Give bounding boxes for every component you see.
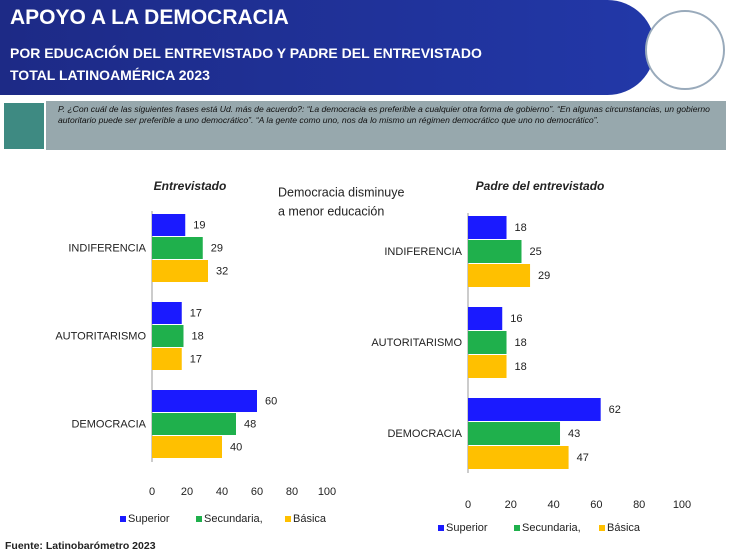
data-label: 47 [577, 452, 589, 464]
legend-label: Secundaria, [522, 522, 581, 534]
bar [152, 237, 203, 259]
data-label: 18 [515, 361, 527, 373]
category-label: AUTORITARISMO [55, 330, 146, 342]
bar [152, 214, 186, 236]
bar [468, 355, 507, 378]
data-label: 18 [515, 222, 527, 234]
data-label: 48 [244, 418, 256, 430]
data-label: 62 [609, 404, 621, 416]
annotation: Democracia disminuye [278, 185, 404, 199]
category-label: AUTORITARISMO [371, 337, 462, 349]
data-label: 40 [230, 441, 242, 453]
legend-swatch [599, 525, 605, 531]
bar [468, 331, 507, 354]
legend-label: Básica [293, 513, 327, 525]
x-tick-label: 80 [286, 486, 298, 498]
data-label: 25 [530, 246, 542, 258]
bar [152, 390, 257, 412]
x-tick-label: 80 [633, 499, 645, 511]
data-label: 60 [265, 395, 277, 407]
question: P. ¿Con cuál de las siguientes frases es… [58, 104, 710, 125]
bar [468, 446, 569, 469]
legend-swatch [438, 525, 444, 531]
legend-swatch [285, 516, 291, 522]
x-tick-label: 20 [181, 486, 193, 498]
x-tick-label: 60 [251, 486, 263, 498]
x-tick-label: 0 [149, 486, 155, 498]
header-band [0, 0, 655, 95]
chart-title: Padre del entrevistado [476, 179, 605, 193]
category-label: INDIFERENCIA [384, 246, 462, 258]
data-label: 18 [515, 337, 527, 349]
data-label: 29 [211, 242, 223, 254]
question-box [46, 101, 726, 150]
data-label: 17 [190, 307, 202, 319]
bar [152, 325, 184, 347]
x-tick-label: 100 [318, 486, 336, 498]
bar [468, 240, 522, 263]
category-label: DEMOCRACIA [71, 418, 146, 430]
logo [645, 10, 725, 90]
subtitle: TOTAL LATINOAMÉRICA 2023 [10, 67, 210, 83]
bar [152, 260, 208, 282]
data-label: 43 [568, 428, 580, 440]
data-label: 29 [538, 270, 550, 282]
legend-swatch [514, 525, 520, 531]
x-tick-label: 0 [465, 499, 471, 511]
bar [152, 413, 236, 435]
bar [468, 398, 601, 421]
bar [468, 422, 561, 445]
chart-title: Entrevistado [154, 179, 227, 193]
data-label: 19 [193, 219, 205, 231]
bar [152, 302, 182, 324]
bar [468, 307, 503, 330]
legend-label: Secundaria, [204, 513, 263, 525]
category-label: INDIFERENCIA [68, 242, 146, 254]
data-label: 32 [216, 265, 228, 277]
subtitle: POR EDUCACIÓN DEL ENTREVISTADO Y PADRE D… [10, 45, 482, 61]
title: APOYO A LA DEMOCRACIA [10, 6, 289, 29]
x-tick-label: 100 [673, 499, 691, 511]
x-tick-label: 40 [547, 499, 559, 511]
legend-label: Superior [128, 513, 170, 525]
x-tick-label: 20 [505, 499, 517, 511]
source: Fuente: Latinobarómetro 2023 [5, 540, 156, 552]
data-label: 16 [510, 313, 522, 325]
annotation: a menor educación [278, 204, 384, 218]
bar [152, 348, 182, 370]
accent-square [4, 103, 44, 149]
data-label: 17 [190, 353, 202, 365]
legend-label: Superior [446, 522, 488, 534]
legend-label: Básica [607, 522, 641, 534]
category-label: DEMOCRACIA [387, 428, 462, 440]
legend-swatch [120, 516, 126, 522]
legend-swatch [196, 516, 202, 522]
data-label: 18 [192, 330, 204, 342]
x-tick-label: 60 [590, 499, 602, 511]
bar [468, 264, 531, 287]
x-tick-label: 40 [216, 486, 228, 498]
bar [468, 216, 507, 239]
bar [152, 436, 222, 458]
